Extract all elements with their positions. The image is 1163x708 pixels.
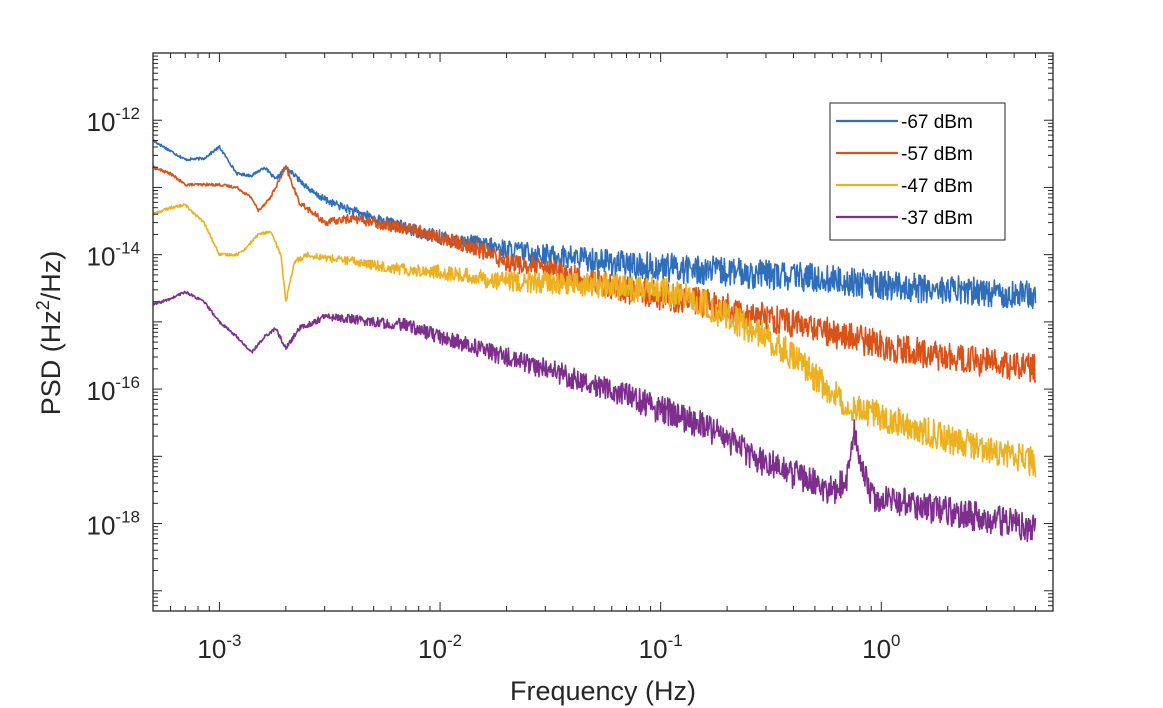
series-line-3: [152, 203, 1037, 478]
y-tick-label: 10-16: [87, 373, 141, 406]
x-tick-label: 10-2: [418, 631, 462, 664]
tick-labels-layer: 10-3 10-2 10-1 100 10-12 10-14 10-16 10-18: [87, 104, 901, 664]
x-tick-label: 10-1: [639, 631, 683, 664]
y-tick-label: 10-12: [87, 104, 141, 137]
legend-label: -57 dBm: [901, 144, 973, 165]
x-axis-label: Frequency (Hz): [510, 676, 696, 706]
y-tick-label: 10-14: [87, 239, 141, 272]
y-tick-label: 10-18: [87, 508, 141, 541]
legend: -67 dBm -57 dBm -47 dBm -37 dBm: [829, 102, 1006, 241]
series-line-1: [152, 139, 1037, 310]
legend-label: -47 dBm: [901, 176, 973, 197]
series-layer: [152, 139, 1037, 543]
legend-label: -37 dBm: [901, 208, 973, 229]
y-axis-label: PSD (Hz2/Hz): [33, 251, 66, 416]
legend-label: -67 dBm: [901, 112, 973, 133]
x-tick-label: 100: [862, 631, 900, 664]
ticks-layer: [152, 52, 1054, 612]
series-line-4: [152, 290, 1037, 543]
x-tick-label: 10-3: [197, 631, 241, 664]
